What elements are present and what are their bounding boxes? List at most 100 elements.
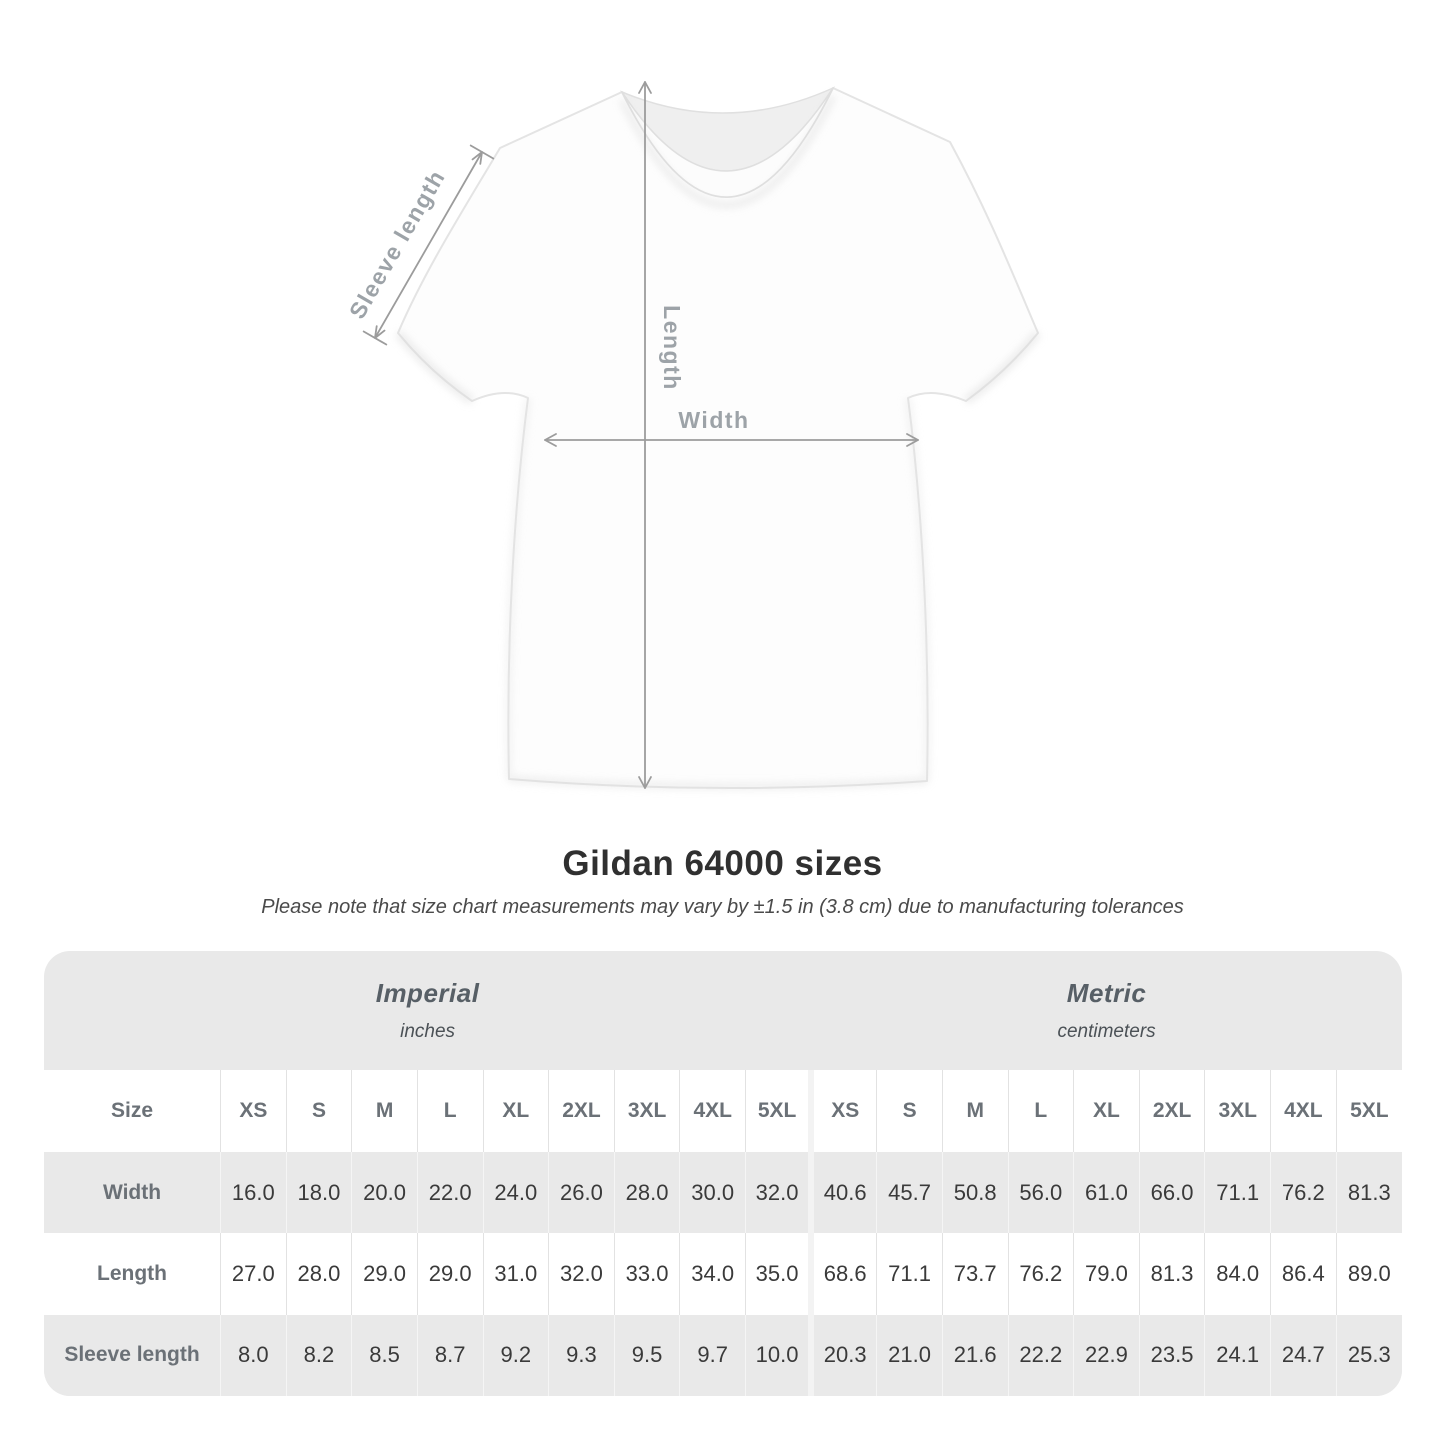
size-col-header: 4XL — [679, 1070, 746, 1152]
table-cell: 66.0 — [1138, 1152, 1205, 1234]
table-cell: 22.2 — [1007, 1314, 1074, 1396]
table-cell: 18.0 — [285, 1152, 352, 1234]
size-col-header: L — [1007, 1070, 1074, 1152]
table-cell: 22.9 — [1073, 1314, 1140, 1396]
size-col-header: M — [941, 1070, 1009, 1152]
table-cell: 31.0 — [482, 1233, 549, 1315]
table-cell: 33.0 — [613, 1233, 680, 1315]
size-col-header: 5XL — [745, 1070, 812, 1152]
table-cell: 8.2 — [285, 1314, 352, 1396]
table-cell: 22.0 — [416, 1152, 484, 1234]
table-cell: 34.0 — [679, 1233, 746, 1315]
table-cell: 24.1 — [1204, 1314, 1271, 1396]
unit-header-row: Imperial inches Metric centimeters — [44, 951, 1402, 1070]
size-col-header: XL — [482, 1070, 549, 1152]
table-cell: 8.0 — [220, 1314, 287, 1396]
chart-note: Please note that size chart measurements… — [261, 896, 1184, 918]
table-row-sleeve-length: Sleeve length 8.0 8.2 8.5 8.7 9.2 9.3 9.… — [44, 1314, 1402, 1396]
table-cell: 29.0 — [416, 1233, 484, 1315]
table-cell: 76.2 — [1270, 1152, 1337, 1234]
width-arrow-label: Width — [678, 407, 749, 433]
size-column-title: Size — [111, 1099, 154, 1122]
metric-title: Metric — [1066, 978, 1147, 1008]
table-cell: 10.0 — [745, 1314, 812, 1396]
table-cell: 9.7 — [679, 1314, 746, 1396]
table-cell: 21.0 — [876, 1314, 943, 1396]
table-cell: 81.3 — [1335, 1152, 1402, 1234]
table-cell: 79.0 — [1073, 1233, 1140, 1315]
table-cell: 40.6 — [808, 1152, 877, 1234]
table-cell: 20.0 — [351, 1152, 418, 1234]
table-cell: 71.1 — [876, 1233, 943, 1315]
table-cell: 26.0 — [548, 1152, 615, 1234]
table-cell: 30.0 — [679, 1152, 746, 1234]
size-col-header: 4XL — [1270, 1070, 1337, 1152]
size-col-header: XS — [808, 1070, 877, 1152]
row-label: Sleeve length — [64, 1343, 200, 1367]
table-cell: 16.0 — [220, 1152, 287, 1234]
size-table-card: Imperial inches Metric centimeters Size … — [44, 951, 1402, 1396]
table-cell: 27.0 — [220, 1233, 287, 1315]
table-cell: 56.0 — [1007, 1152, 1074, 1234]
size-col-header: 2XL — [1138, 1070, 1205, 1152]
table-cell: 24.7 — [1270, 1314, 1337, 1396]
table-cell: 20.3 — [808, 1314, 877, 1396]
table-cell: 24.0 — [482, 1152, 549, 1234]
size-header-row: Size XS S M L XL 2XL 3XL 4XL 5XL XS S M … — [44, 1070, 1402, 1152]
size-col-header: 3XL — [1204, 1070, 1271, 1152]
table-cell: 86.4 — [1270, 1233, 1337, 1315]
table-cell: 23.5 — [1138, 1314, 1205, 1396]
sleeve-length-arrow — [362, 144, 495, 346]
table-cell: 29.0 — [351, 1233, 418, 1315]
table-cell: 89.0 — [1335, 1233, 1402, 1315]
table-cell: 9.5 — [613, 1314, 680, 1396]
table-cell: 35.0 — [745, 1233, 812, 1315]
tshirt-diagram-svg: Length Width Sleeve length — [344, 81, 1042, 790]
size-col-header: L — [416, 1070, 484, 1152]
size-col-header: 2XL — [548, 1070, 615, 1152]
table-cell: 9.2 — [482, 1314, 549, 1396]
metric-header: Metric centimeters — [811, 951, 1402, 1070]
row-label: Width — [102, 1180, 162, 1204]
tshirt-collar-band — [621, 87, 834, 198]
table-cell: 8.7 — [416, 1314, 484, 1396]
size-col-header: 5XL — [1335, 1070, 1402, 1152]
chart-title: Gildan 64000 sizes — [562, 844, 883, 883]
table-cell: 68.6 — [808, 1233, 877, 1315]
table-cell: 32.0 — [548, 1233, 615, 1315]
size-col-header: S — [876, 1070, 943, 1152]
size-col-header: 3XL — [613, 1070, 680, 1152]
table-cell: 21.6 — [941, 1314, 1009, 1396]
size-col-header: XS — [220, 1070, 287, 1152]
size-col-header: S — [285, 1070, 352, 1152]
table-cell: 61.0 — [1073, 1152, 1140, 1234]
table-cell: 71.1 — [1204, 1152, 1271, 1234]
table-row-width: Width 16.0 18.0 20.0 22.0 24.0 26.0 28.0… — [44, 1152, 1402, 1234]
table-cell: 84.0 — [1204, 1233, 1271, 1315]
table-row-length: Length 27.0 28.0 29.0 29.0 31.0 32.0 33.… — [44, 1233, 1402, 1315]
table-cell: 25.3 — [1335, 1314, 1402, 1396]
table-cell: 73.7 — [941, 1233, 1009, 1315]
width-arrow — [544, 433, 919, 447]
size-col-header: XL — [1073, 1070, 1140, 1152]
table-cell: 50.8 — [941, 1152, 1009, 1234]
metric-unit: centimeters — [1057, 1021, 1156, 1042]
length-arrow-label: Length — [659, 305, 685, 391]
table-cell: 9.3 — [548, 1314, 615, 1396]
table-cell: 28.0 — [613, 1152, 680, 1234]
table-cell: 81.3 — [1138, 1233, 1205, 1315]
size-col-header: M — [351, 1070, 418, 1152]
imperial-header: Imperial inches — [44, 951, 811, 1070]
table-cell: 8.5 — [351, 1314, 418, 1396]
imperial-title: Imperial — [375, 978, 480, 1008]
table-cell: 45.7 — [876, 1152, 943, 1234]
size-table: Imperial inches Metric centimeters Size … — [44, 951, 1402, 1396]
tshirt-diagram: Length Width Sleeve length — [344, 81, 1042, 790]
table-cell: 28.0 — [285, 1233, 352, 1315]
table-cell: 76.2 — [1007, 1233, 1074, 1315]
imperial-unit: inches — [400, 1021, 456, 1042]
length-arrow — [638, 81, 652, 789]
row-label: Length — [97, 1261, 167, 1285]
table-cell: 32.0 — [745, 1152, 812, 1234]
